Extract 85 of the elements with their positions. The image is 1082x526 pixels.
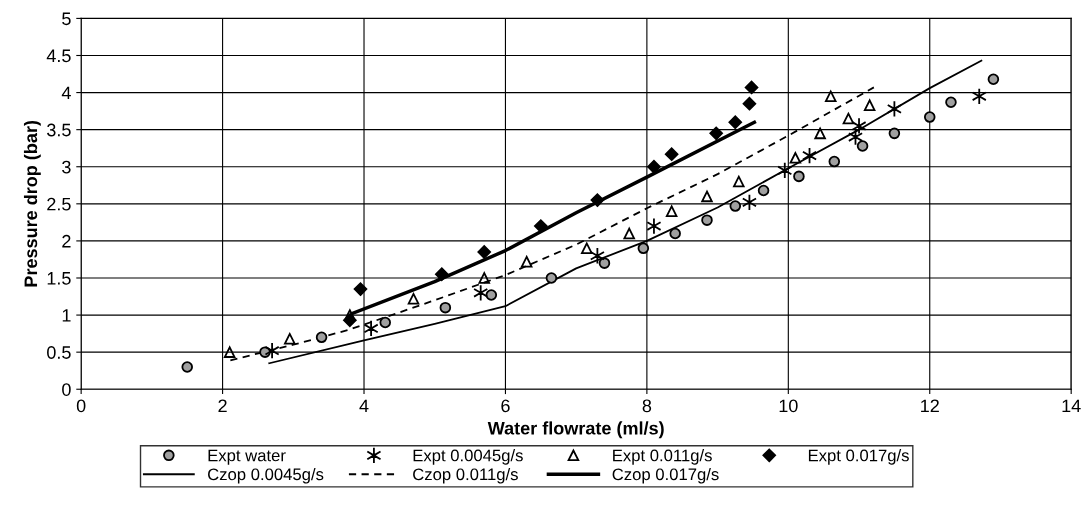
point xyxy=(729,200,742,212)
x-tick-label: 2 xyxy=(218,399,227,413)
point xyxy=(589,247,605,265)
x-axis-title: Water flowrate (ml/s) xyxy=(487,421,664,439)
legend-label: Expt 0.017g/s xyxy=(808,449,909,465)
point xyxy=(824,90,837,103)
point xyxy=(741,193,757,211)
point xyxy=(223,346,236,358)
point xyxy=(923,111,936,123)
point xyxy=(945,96,957,108)
point xyxy=(590,193,605,207)
point xyxy=(581,242,593,255)
point xyxy=(987,73,1000,85)
point xyxy=(856,140,869,152)
point xyxy=(647,159,661,174)
point xyxy=(847,128,864,146)
point xyxy=(757,184,770,197)
point xyxy=(478,272,490,284)
point xyxy=(733,175,745,188)
y-axis-title: Pressure drop (bar) xyxy=(23,120,41,287)
point xyxy=(701,190,713,203)
y-tick-label: 1.5 xyxy=(47,272,71,285)
x-tick-label: 12 xyxy=(921,399,939,413)
point xyxy=(709,126,723,141)
point xyxy=(863,99,876,111)
point xyxy=(363,319,379,337)
legend-label: Czop 0.0045g/s xyxy=(208,467,324,484)
point xyxy=(971,87,987,105)
point xyxy=(744,80,759,95)
legend-label: Expt 0.0045g/s xyxy=(413,449,523,465)
x-tick-label: 10 xyxy=(779,399,798,413)
point xyxy=(664,147,679,161)
point xyxy=(283,333,296,345)
point xyxy=(473,284,489,302)
legend-label: Czop 0.017g/s xyxy=(612,467,719,484)
y-tick-label: 2.5 xyxy=(47,197,71,211)
point xyxy=(623,227,635,240)
point xyxy=(520,255,533,268)
point xyxy=(646,217,662,235)
point xyxy=(828,155,841,168)
y-tick-label: 4 xyxy=(61,86,71,100)
x-tick-label: 6 xyxy=(501,399,510,413)
point xyxy=(315,331,328,344)
x-tick-label: 8 xyxy=(642,399,652,413)
point xyxy=(886,100,902,118)
point xyxy=(435,267,449,282)
point xyxy=(842,112,855,125)
point xyxy=(814,127,826,140)
point xyxy=(665,205,678,218)
point xyxy=(888,127,901,140)
point xyxy=(181,361,193,373)
x-tick-label: 14 xyxy=(1062,399,1081,413)
point xyxy=(598,257,611,269)
x-tick-label: 4 xyxy=(359,399,369,413)
y-tick-label: 2 xyxy=(62,234,71,248)
legend-label: Czop 0.011g/s xyxy=(413,467,518,484)
point xyxy=(534,219,548,233)
point xyxy=(742,96,757,111)
point xyxy=(485,289,498,301)
point xyxy=(669,227,681,240)
point xyxy=(793,170,805,183)
point xyxy=(407,292,420,305)
point xyxy=(637,242,650,255)
point xyxy=(545,272,558,284)
y-tick-label: 0 xyxy=(62,383,71,396)
point xyxy=(353,282,368,296)
point xyxy=(802,147,818,165)
point xyxy=(789,152,802,164)
point xyxy=(439,301,452,314)
legend-label: Expt 0.011g/s xyxy=(613,449,712,465)
x-tick-label: 0 xyxy=(76,399,86,413)
y-tick-label: 3.5 xyxy=(47,123,71,137)
point xyxy=(777,161,793,179)
y-tick-label: 4.5 xyxy=(46,49,71,63)
y-tick-label: 3 xyxy=(62,160,71,174)
y-tick-label: 1 xyxy=(62,309,71,322)
y-tick-label: 5 xyxy=(62,12,71,26)
legend-label: Expt water xyxy=(208,449,286,465)
point xyxy=(851,117,867,135)
point xyxy=(728,115,743,130)
point xyxy=(477,245,492,259)
point xyxy=(264,342,280,360)
y-tick-label: 0.5 xyxy=(47,346,71,359)
point xyxy=(379,316,391,329)
point xyxy=(701,214,713,226)
